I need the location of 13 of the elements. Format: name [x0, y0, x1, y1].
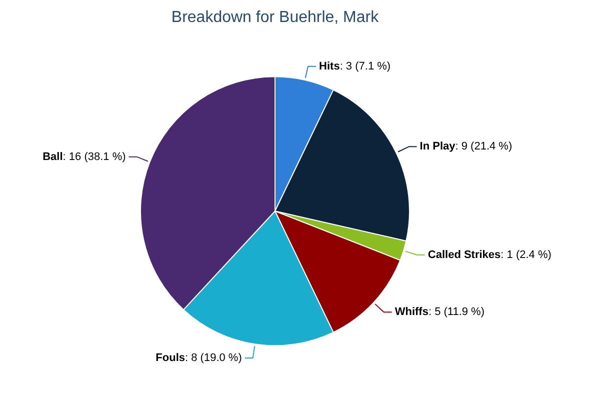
- slice-label: Ball: [42, 150, 63, 163]
- data-label: : 1 (2.4 %): [500, 248, 552, 261]
- data-label: : 9 (21.4 %): [455, 140, 512, 153]
- slice-label: Hits: [319, 60, 340, 72]
- data-label: : 5 (11.9 %): [428, 306, 485, 318]
- data-label: : 16 (38.1 %): [62, 150, 126, 163]
- slice-label: Whiffs: [394, 306, 428, 318]
- slice-label: Called Strikes: [428, 248, 501, 261]
- data-label: : 8 (19.0 %): [185, 352, 242, 364]
- chart-title: Breakdown for Buehrle, Mark: [171, 9, 380, 26]
- slice-label: Fouls: [156, 352, 186, 364]
- data-label: : 3 (7.1 %): [340, 60, 391, 72]
- slice-label: In Play: [420, 140, 456, 153]
